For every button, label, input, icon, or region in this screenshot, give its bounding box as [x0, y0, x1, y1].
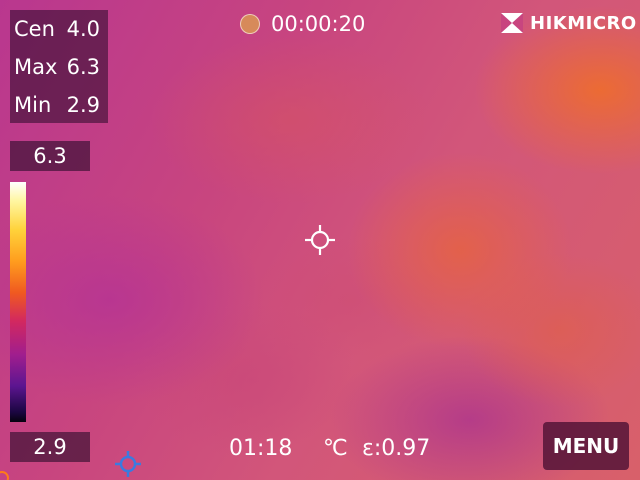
min-temp-value: 2.9: [66, 93, 100, 117]
brand-logo: HIKMICRO: [500, 10, 637, 36]
hikmicro-logo-icon: [501, 13, 523, 33]
colorbar-palette: [10, 182, 26, 422]
max-temp-row: Max 6.3: [14, 52, 104, 82]
max-temp-value: 6.3: [66, 55, 100, 79]
min-temp-row: Min 2.9: [14, 90, 104, 120]
recording-timer: 00:00:20: [271, 12, 366, 36]
scale-min-value: 2.9: [10, 432, 90, 462]
recording-indicator-icon: [240, 14, 260, 34]
center-temp-value: 4.0: [66, 17, 100, 41]
temperature-unit: ℃: [323, 436, 348, 461]
scale-max-value: 6.3: [10, 141, 90, 171]
emissivity-value: ε:0.97: [362, 436, 431, 461]
center-temp-label: Cen: [14, 17, 55, 41]
brand-name: HIKMICRO: [530, 12, 637, 34]
crosshair-icon: [305, 225, 335, 255]
max-temp-label: Max: [14, 55, 58, 79]
min-temp-label: Min: [14, 93, 52, 117]
menu-button-label: MENU: [552, 434, 620, 458]
corner-marker-icon: [0, 471, 9, 480]
target-icon[interactable]: [114, 450, 142, 478]
menu-button[interactable]: MENU: [543, 422, 629, 470]
temperature-readout: Cen 4.0 Max 6.3 Min 2.9: [10, 10, 108, 123]
center-temp-row: Cen 4.0: [14, 14, 104, 44]
status-time: 01:18: [229, 436, 293, 461]
